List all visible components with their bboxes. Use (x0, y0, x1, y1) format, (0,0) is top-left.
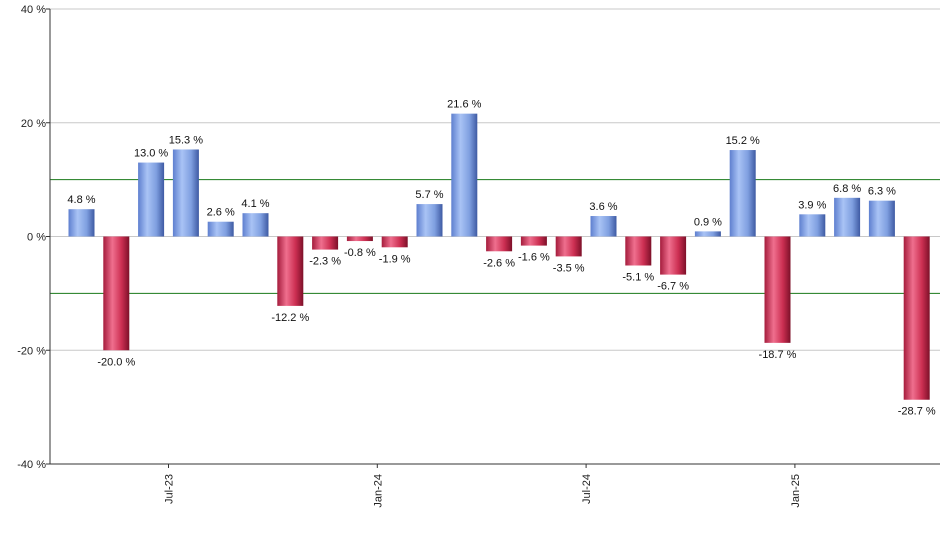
data-label: -28.7 % (898, 406, 936, 418)
x-tick-label: Jul-23 (164, 474, 176, 504)
data-label: -5.1 % (622, 272, 654, 284)
data-label: 3.9 % (798, 199, 826, 211)
data-label: -12.2 % (271, 312, 309, 324)
bar (451, 113, 478, 237)
bar (799, 214, 826, 237)
data-label: -1.6 % (518, 252, 550, 264)
y-tick-label: 20 % (21, 118, 46, 130)
bar (729, 150, 756, 237)
bar (416, 204, 443, 237)
data-label: -1.9 % (379, 253, 411, 265)
bar (868, 200, 895, 237)
bar (660, 236, 687, 275)
y-tick-label: 40 % (21, 4, 46, 16)
bar (277, 236, 304, 306)
data-label: -2.6 % (483, 257, 515, 269)
bar (590, 216, 617, 237)
x-tick-label: Jul-24 (581, 474, 593, 504)
bar (68, 209, 95, 237)
data-label: 6.8 % (833, 183, 861, 195)
data-label: -0.8 % (344, 247, 376, 259)
data-label: 3.6 % (589, 201, 617, 213)
axes: -40 % -20 % 0 % 20 % 40 % Jul-23 Jan-24 Jul-24 J… (17, 4, 940, 508)
data-label: -20.0 % (97, 356, 135, 368)
y-tick-label: -20 % (17, 345, 46, 357)
bars (68, 113, 930, 400)
data-label: -6.7 % (657, 281, 689, 293)
bar (520, 236, 547, 246)
bar (625, 236, 652, 266)
x-tick-label: Jan-25 (790, 474, 802, 508)
data-label: 15.3 % (169, 134, 203, 146)
data-label: 4.8 % (67, 194, 95, 206)
bar (172, 149, 199, 237)
x-tick-label: Jan-24 (372, 474, 384, 508)
data-label: 0.9 % (694, 216, 722, 228)
bar (555, 236, 582, 257)
bar (138, 162, 165, 237)
bar (903, 236, 930, 400)
y-tick-label: -40 % (17, 459, 46, 471)
data-labels: 4.8 % -20.0 % 13.0 %15.3 % 2.6 % 4.1 % -12.2 … (67, 99, 935, 418)
bar (346, 236, 373, 242)
data-label: 15.2 % (726, 135, 760, 147)
bar (834, 197, 861, 237)
data-label: 5.7 % (415, 189, 443, 201)
bar (207, 221, 234, 237)
data-label: 13.0 % (134, 148, 168, 160)
bar (381, 236, 408, 248)
bar (242, 213, 269, 237)
data-label: 21.6 % (447, 99, 481, 111)
data-label: 4.1 % (241, 198, 269, 210)
data-label: -18.7 % (759, 349, 797, 361)
data-label: 2.6 % (207, 207, 235, 219)
data-label: 6.3 % (868, 186, 896, 198)
bar (764, 236, 791, 343)
bar (312, 236, 339, 250)
bar (694, 231, 721, 237)
data-label: -2.3 % (309, 256, 341, 268)
data-label: -3.5 % (553, 262, 585, 274)
y-tick-label: 0 % (27, 232, 46, 244)
bar (486, 236, 513, 252)
bar (103, 236, 130, 351)
